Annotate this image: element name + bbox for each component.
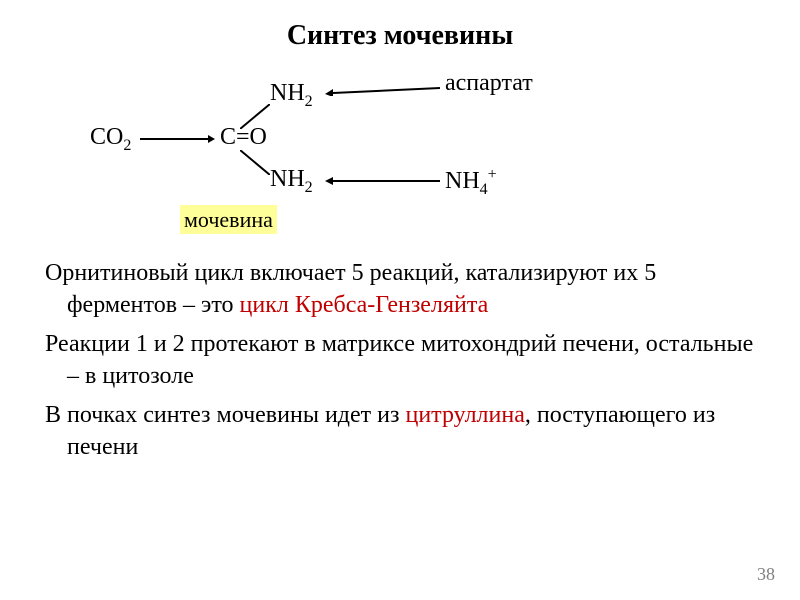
slide-title: Синтез мочевины — [45, 20, 755, 52]
arrow-nh4-icon — [325, 176, 440, 186]
bond-bottom-icon — [240, 150, 270, 175]
mochevina-label: мочевина — [180, 207, 277, 234]
co2-label: CO2 — [90, 124, 131, 155]
nh2-bottom-label: NH2 — [270, 166, 313, 197]
content-section: Орнитиновый цикл включает 5 реакций, кат… — [45, 257, 755, 463]
krebs-cycle-term: цикл Кребса-Гензеляйта — [240, 292, 489, 318]
paragraph-1: Орнитиновый цикл включает 5 реакций, кат… — [45, 257, 755, 322]
synthesis-diagram: CO2 C=O NH2 NH2 аспартат NH4+ — [75, 62, 755, 242]
paragraph-2: Реакции 1 и 2 протекают в матриксе митох… — [45, 328, 755, 393]
citrulline-term: цитруллина — [405, 402, 524, 428]
arrow-co2-icon — [140, 134, 215, 144]
slide-container: Синтез мочевины CO2 C=O NH2 NH2 аспартат — [0, 0, 800, 600]
aspartat-label: аспартат — [445, 70, 533, 97]
nh2-top-label: NH2 — [270, 80, 313, 111]
arrow-aspartat-icon — [325, 84, 440, 96]
bond-top-icon — [240, 104, 270, 129]
paragraph-3: В почках синтез мочевины идет из цитрулл… — [45, 399, 755, 464]
nh4-label: NH4+ — [445, 166, 497, 199]
page-number: 38 — [757, 564, 775, 585]
